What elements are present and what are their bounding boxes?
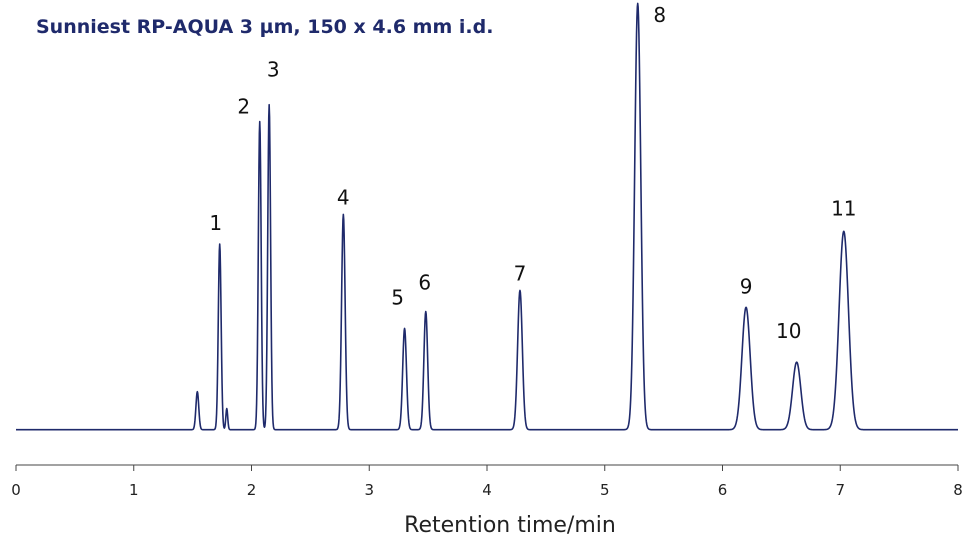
peak-label-11: 11	[831, 196, 856, 220]
x-tick-label-5: 5	[600, 481, 610, 499]
x-tick-label-6: 6	[718, 481, 728, 499]
x-axis: 0 1 2 3 4 5 6 7 8	[11, 464, 963, 499]
x-tick-label-2: 2	[247, 481, 257, 499]
peak-label-10: 10	[776, 319, 801, 343]
x-tick-label-4: 4	[482, 481, 492, 499]
peak-label-9: 9	[740, 274, 753, 298]
peak-label-7: 7	[514, 261, 527, 285]
peak-label-1: 1	[209, 211, 222, 235]
x-tick-label-3: 3	[364, 481, 374, 499]
peak-labels: 1 23 4 56 7 8 9 10 11	[209, 3, 856, 343]
x-axis-ticks	[15, 465, 959, 471]
peak-label-3: 3	[267, 58, 280, 82]
peak-label-2: 2	[237, 95, 250, 119]
x-tick-label-7: 7	[835, 481, 845, 499]
chromatogram-trace	[15, 2, 959, 431]
x-axis-tick-labels: 0 1 2 3 4 5 6 7 8	[11, 481, 963, 499]
peak-label-4: 4	[337, 185, 350, 209]
peak-label-6: 6	[418, 271, 431, 295]
peak-label-5: 5	[391, 285, 404, 309]
x-tick-label-8: 8	[953, 481, 963, 499]
x-tick-label-0: 0	[11, 481, 21, 499]
chart-title: Sunniest RP-AQUA 3 µm, 150 x 4.6 mm i.d.	[36, 16, 493, 38]
x-axis-label: Retention time/min	[404, 513, 616, 538]
peak-label-8: 8	[653, 3, 666, 27]
x-tick-label-1: 1	[129, 481, 139, 499]
plot-area: 1 23 4 56 7 8 9 10 11	[15, 2, 959, 431]
